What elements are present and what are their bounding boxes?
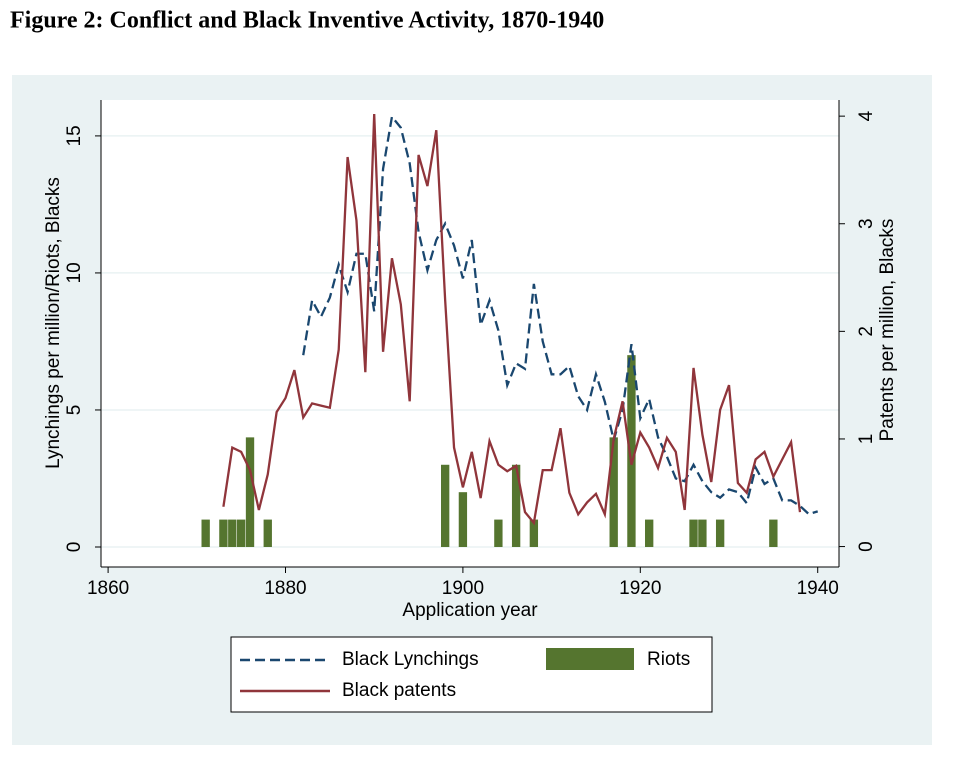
legend-swatch xyxy=(546,648,634,670)
y-tick-label: 0 xyxy=(64,542,85,553)
x-tick-label: 1920 xyxy=(619,578,661,599)
bar xyxy=(698,519,707,547)
line xyxy=(302,114,819,516)
y2-tick-label: 2 xyxy=(856,326,877,337)
y2-tick-label: 4 xyxy=(856,110,877,121)
legend-label: Riots xyxy=(647,649,690,670)
bar xyxy=(715,519,725,547)
bar xyxy=(769,519,778,547)
y-axis-title: Lynchings per million/Riots, Blacks xyxy=(43,177,64,469)
x-axis-title: Application year xyxy=(402,600,538,621)
bar xyxy=(440,464,450,547)
bar xyxy=(645,519,654,547)
bar xyxy=(627,355,636,547)
plot-area xyxy=(101,100,839,567)
bar xyxy=(245,437,255,547)
legend-label: Black Lynchings xyxy=(342,649,479,670)
legend-label: Black patents xyxy=(342,680,456,701)
bar xyxy=(201,519,210,547)
chart-title: Figure 2: Conflict and Black Inventive A… xyxy=(10,8,604,34)
bar xyxy=(511,464,521,547)
y2-axis-title: Patents per million, Blacks xyxy=(877,219,898,442)
bar xyxy=(228,519,237,547)
y-tick-label: 10 xyxy=(64,262,85,283)
bar xyxy=(458,492,468,547)
bar xyxy=(529,519,539,547)
y-tick-label: 5 xyxy=(64,405,85,416)
line xyxy=(222,113,802,526)
x-tick-label: 1940 xyxy=(797,578,839,599)
bar xyxy=(609,437,618,547)
bar xyxy=(263,519,272,547)
bar xyxy=(219,519,228,547)
bar xyxy=(494,519,503,547)
x-tick-label: 1900 xyxy=(442,578,484,599)
x-tick-label: 1880 xyxy=(264,578,306,599)
x-tick-label: 1860 xyxy=(87,578,129,599)
y2-tick-label: 0 xyxy=(856,541,877,552)
bar xyxy=(236,519,246,547)
y2-tick-label: 3 xyxy=(856,218,877,229)
bar xyxy=(689,519,698,547)
y-tick-label: 15 xyxy=(64,125,85,146)
y2-tick-label: 1 xyxy=(856,434,877,445)
legend: Black Lynchings Black patents Riots xyxy=(230,636,713,713)
